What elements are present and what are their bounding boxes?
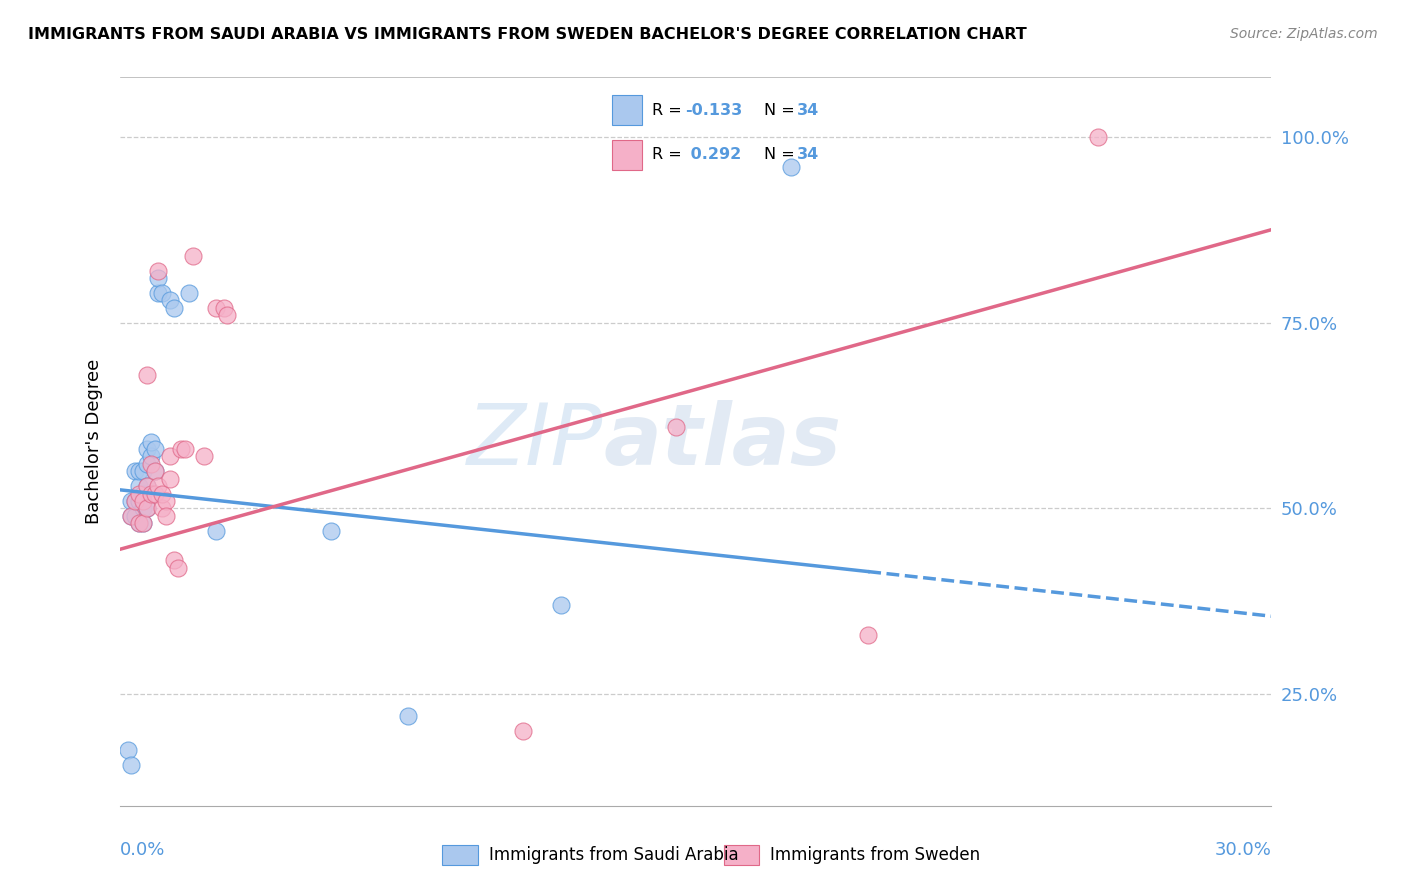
Point [148,263,170,277]
Point [124,494,146,508]
Point [217,308,239,322]
Point [665,419,688,434]
Point [170,442,193,456]
Point [143,442,166,456]
Point [396,709,419,723]
Point [150,501,173,516]
Point [135,501,157,516]
Point [132,516,155,531]
Point [128,464,150,478]
Point [159,293,181,308]
Point [117,743,139,757]
Point [148,285,170,300]
Point [212,301,235,315]
Point [128,479,150,493]
Point [135,479,157,493]
Point [155,508,177,523]
Point [150,285,173,300]
Y-axis label: Bachelor's Degree: Bachelor's Degree [86,359,103,524]
Point [193,450,215,464]
Point [139,457,162,471]
Point [181,249,204,263]
Point [148,271,170,285]
Text: Immigrants from Sweden: Immigrants from Sweden [770,846,980,863]
Text: 30.0%: 30.0% [1215,841,1271,859]
Point [780,160,803,174]
Point [121,757,143,772]
Point [135,501,157,516]
Point [128,516,150,531]
Point [121,494,143,508]
Point [177,285,200,300]
Point [132,516,155,531]
Point [135,479,157,493]
Point [163,301,186,315]
Point [135,368,157,382]
Point [174,442,197,456]
Text: Immigrants from Saudi Arabia: Immigrants from Saudi Arabia [489,846,738,863]
Text: ZIP: ZIP [467,400,603,483]
Point [121,508,143,523]
Point [139,434,162,449]
Point [163,553,186,567]
Point [139,486,162,500]
Text: 0.0%: 0.0% [120,841,166,859]
Point [166,561,188,575]
Point [512,724,534,739]
Point [135,442,157,456]
Point [121,508,143,523]
Point [205,301,228,315]
Point [143,486,166,500]
Text: Source: ZipAtlas.com: Source: ZipAtlas.com [1230,27,1378,41]
Point [128,516,150,531]
Point [128,494,150,508]
Point [139,450,162,464]
Point [856,628,879,642]
Point [124,494,146,508]
Point [143,464,166,478]
Text: atlas: atlas [603,400,842,483]
Point [143,464,166,478]
Point [132,486,155,500]
Point [319,524,342,538]
Point [159,450,181,464]
Point [132,501,155,516]
Point [135,457,157,471]
Point [124,508,146,523]
Text: IMMIGRANTS FROM SAUDI ARABIA VS IMMIGRANTS FROM SWEDEN BACHELOR'S DEGREE CORRELA: IMMIGRANTS FROM SAUDI ARABIA VS IMMIGRAN… [28,27,1026,42]
Point [132,494,155,508]
Point [150,486,173,500]
Point [124,464,146,478]
Point [132,464,155,478]
Point [205,524,228,538]
Point [128,486,150,500]
Point [550,598,572,612]
Point [155,494,177,508]
Point [148,479,170,493]
Point [159,472,181,486]
Point [1087,129,1109,144]
